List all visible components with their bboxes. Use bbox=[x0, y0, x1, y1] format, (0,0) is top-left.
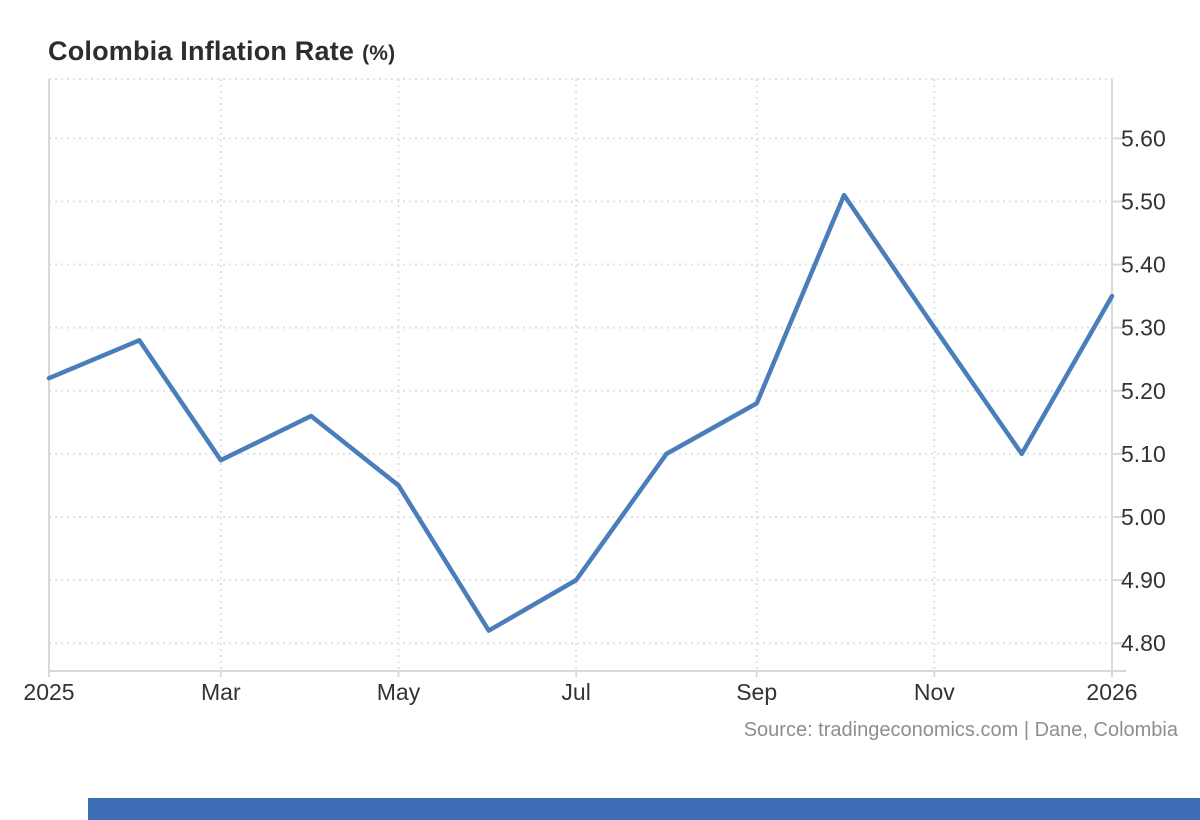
x-axis-label: Jul bbox=[561, 679, 590, 705]
y-axis-label: 5.20 bbox=[1121, 378, 1166, 404]
source-attribution: Source: tradingeconomics.com | Dane, Col… bbox=[743, 719, 1178, 741]
y-axis-label: 5.30 bbox=[1121, 315, 1166, 341]
x-axis-label: Nov bbox=[914, 679, 955, 705]
y-axis-label: 4.90 bbox=[1121, 567, 1166, 593]
x-axis-label: Sep bbox=[736, 679, 777, 705]
y-axis-label: 4.80 bbox=[1121, 630, 1166, 656]
x-axis-label: 2025 bbox=[23, 679, 74, 705]
chart-title: Colombia Inflation Rate (%) bbox=[48, 36, 395, 67]
chart-title-text: Colombia Inflation Rate bbox=[48, 36, 355, 66]
y-axis-label: 5.60 bbox=[1121, 125, 1166, 151]
x-axis-label: 2026 bbox=[1086, 679, 1137, 705]
y-axis-label: 5.50 bbox=[1121, 188, 1166, 214]
y-axis-label: 5.10 bbox=[1121, 441, 1166, 467]
y-axis-label: 5.00 bbox=[1121, 504, 1166, 530]
y-axis-label: 5.40 bbox=[1121, 252, 1166, 278]
inflation-line-series bbox=[46, 192, 1115, 633]
horizontal-scrollbar-thumb[interactable] bbox=[88, 798, 1200, 820]
chart-title-unit: (%) bbox=[362, 42, 396, 65]
x-axis-label: Mar bbox=[201, 679, 241, 705]
x-axis-label: May bbox=[377, 679, 421, 705]
